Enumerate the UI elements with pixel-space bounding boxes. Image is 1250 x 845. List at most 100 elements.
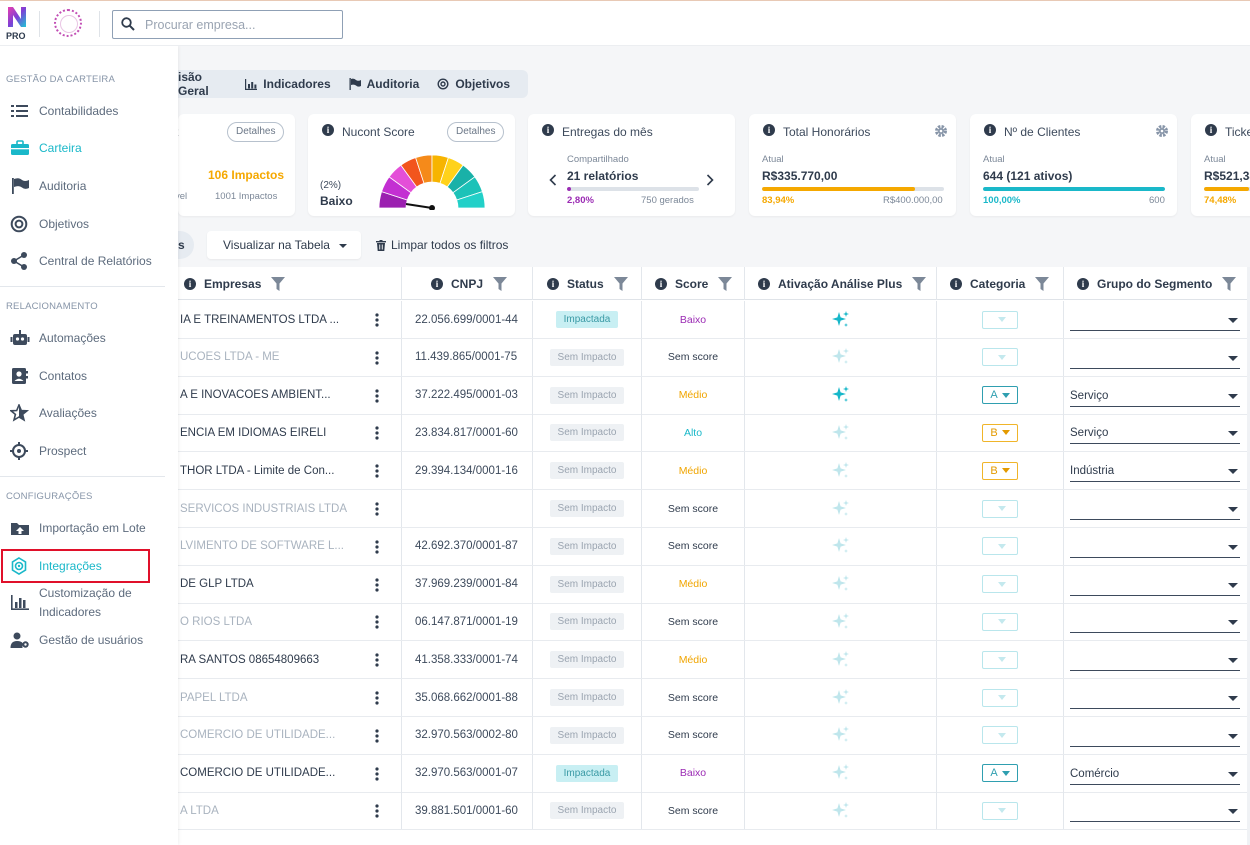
sidebar-item-auditoria[interactable]: Auditoria: [0, 171, 165, 201]
tab-objetivos[interactable]: Objetivos: [437, 77, 510, 91]
sidebar-item-avaliacoes[interactable]: Avaliações: [0, 398, 165, 428]
category-select[interactable]: [982, 575, 1018, 594]
category-select[interactable]: [982, 612, 1018, 631]
cell-empresa[interactable]: COMERCIO DE UTILIDADE...: [178, 754, 402, 792]
segment-select[interactable]: [1070, 311, 1240, 331]
details-button[interactable]: Detalhes: [447, 122, 505, 142]
sparkle-icon[interactable]: [831, 385, 851, 405]
category-select[interactable]: A: [982, 386, 1018, 405]
sparkle-icon[interactable]: [831, 612, 851, 632]
cell-ativacao[interactable]: [745, 338, 937, 376]
sparkle-icon[interactable]: [831, 725, 851, 745]
category-select[interactable]: [982, 650, 1018, 669]
chevron-right-icon[interactable]: [706, 174, 714, 186]
segment-select[interactable]: [1070, 576, 1240, 596]
search-input[interactable]: [145, 15, 335, 35]
sparkle-icon[interactable]: [831, 461, 851, 481]
cell-ativacao[interactable]: [745, 792, 937, 830]
table-row[interactable]: PAPEL LTDA 35.068.662/0001-88 Sem Impact…: [178, 679, 1250, 717]
category-select[interactable]: B: [982, 423, 1018, 442]
kebab-menu-icon[interactable]: [375, 313, 379, 327]
category-select[interactable]: B: [982, 461, 1018, 480]
cell-ativacao[interactable]: [745, 754, 937, 792]
cell-ativacao[interactable]: [745, 301, 937, 338]
cell-ativacao[interactable]: [745, 716, 937, 754]
cell-empresa[interactable]: SERVICOS INDUSTRIAIS LTDA: [178, 490, 402, 527]
sidebar-item-customizacao[interactable]: Customização de Indicadores: [0, 583, 165, 623]
column-header-status[interactable]: i Status: [533, 267, 642, 300]
org-avatar[interactable]: [54, 9, 82, 37]
cell-empresa[interactable]: PAPEL LTDA: [178, 679, 402, 716]
segment-select[interactable]: [1070, 802, 1240, 823]
tab-indicadores[interactable]: Indicadores: [245, 77, 331, 91]
sparkle-icon[interactable]: [831, 347, 851, 367]
tab-visao-geral[interactable]: isão Geral: [178, 70, 227, 98]
filter-icon[interactable]: [1035, 276, 1050, 291]
kebab-menu-icon[interactable]: [375, 540, 379, 554]
sidebar-item-carteira[interactable]: Carteira: [0, 133, 165, 163]
sidebar-item-prospect[interactable]: Prospect: [0, 436, 165, 466]
table-row[interactable]: A LTDA 39.881.501/0001-60 Sem Impacto Se…: [178, 792, 1250, 831]
category-select[interactable]: [982, 537, 1018, 556]
clear-filters-button[interactable]: Limpar todos os filtros: [376, 238, 508, 252]
sidebar-item-central-relatorios[interactable]: Central de Relatórios: [0, 246, 165, 276]
sidebar-item-integracoes[interactable]: Integrações: [0, 551, 165, 581]
cell-empresa[interactable]: O RIOS LTDA: [178, 603, 402, 641]
column-header-empresas[interactable]: i Empresas: [178, 267, 402, 300]
category-select[interactable]: [982, 726, 1018, 745]
segment-select[interactable]: [1070, 349, 1240, 369]
table-row[interactable]: RA SANTOS 08654809663 41.358.333/0001-74…: [178, 641, 1250, 680]
cell-empresa[interactable]: IA E TREINAMENTOS LTDA ...: [178, 301, 402, 338]
cell-ativacao[interactable]: [745, 376, 937, 414]
details-button[interactable]: Detalhes: [227, 122, 285, 142]
segment-select[interactable]: Serviço: [1070, 387, 1240, 407]
segment-select[interactable]: [1070, 727, 1240, 747]
cell-empresa[interactable]: UCOES LTDA - ME: [178, 338, 402, 376]
company-search[interactable]: [112, 10, 343, 39]
cell-ativacao[interactable]: [745, 490, 937, 527]
table-row[interactable]: LVIMENTO DE SOFTWARE L... 42.692.370/000…: [178, 527, 1250, 566]
kebab-menu-icon[interactable]: [375, 653, 379, 667]
table-row[interactable]: DE GLP LTDA 37.969.239/0001-84 Sem Impac…: [178, 565, 1250, 604]
kebab-menu-icon[interactable]: [375, 388, 379, 403]
sparkle-icon[interactable]: [831, 688, 851, 708]
kebab-menu-icon[interactable]: [375, 729, 379, 743]
filter-icon[interactable]: [1222, 276, 1237, 291]
cell-ativacao[interactable]: [745, 452, 937, 490]
filter-icon[interactable]: [912, 276, 927, 291]
segment-select[interactable]: [1070, 651, 1240, 672]
sparkle-icon[interactable]: [831, 423, 851, 443]
kebab-menu-icon[interactable]: [375, 615, 379, 629]
cell-ativacao[interactable]: [745, 679, 937, 716]
kebab-menu-icon[interactable]: [375, 804, 379, 818]
segment-select[interactable]: [1070, 500, 1240, 520]
cell-empresa[interactable]: A E INOVACOES AMBIENT...: [178, 376, 402, 414]
category-select[interactable]: A: [982, 764, 1018, 783]
segment-select[interactable]: [1070, 538, 1240, 558]
kebab-menu-icon[interactable]: [375, 691, 379, 705]
sidebar-item-importacao[interactable]: Importação em Lote: [0, 513, 165, 543]
filter-icon[interactable]: [718, 276, 733, 291]
cell-empresa[interactable]: ENCIA EM IDIOMAS EIRELI: [178, 414, 402, 452]
view-table-button[interactable]: Visualizar na Tabela: [207, 231, 361, 259]
column-header-score[interactable]: i Score: [642, 267, 745, 300]
sparkle-icon[interactable]: [831, 536, 851, 556]
table-row[interactable]: IA E TREINAMENTOS LTDA ... 22.056.699/00…: [178, 301, 1250, 339]
sidebar-item-objetivos[interactable]: Objetivos: [0, 209, 165, 239]
category-select[interactable]: [982, 801, 1018, 820]
segment-select[interactable]: Indústria: [1070, 462, 1240, 483]
cell-empresa[interactable]: DE GLP LTDA: [178, 565, 402, 603]
segment-select[interactable]: Serviço: [1070, 424, 1240, 445]
table-row[interactable]: A E INOVACOES AMBIENT... 37.222.495/0001…: [178, 376, 1250, 415]
sparkle-icon[interactable]: [831, 574, 851, 594]
column-header-grupo[interactable]: i Grupo do Segmento: [1064, 267, 1250, 300]
kebab-menu-icon[interactable]: [375, 351, 379, 365]
kebab-menu-icon[interactable]: [375, 464, 379, 478]
kebab-menu-icon[interactable]: [375, 766, 379, 781]
sparkle-icon[interactable]: [831, 801, 851, 821]
filter-icon[interactable]: [493, 276, 508, 291]
cell-ativacao[interactable]: [745, 603, 937, 641]
tab-auditoria[interactable]: Auditoria: [349, 77, 419, 91]
filters-button[interactable]: s: [178, 231, 194, 259]
category-select[interactable]: [982, 348, 1018, 367]
